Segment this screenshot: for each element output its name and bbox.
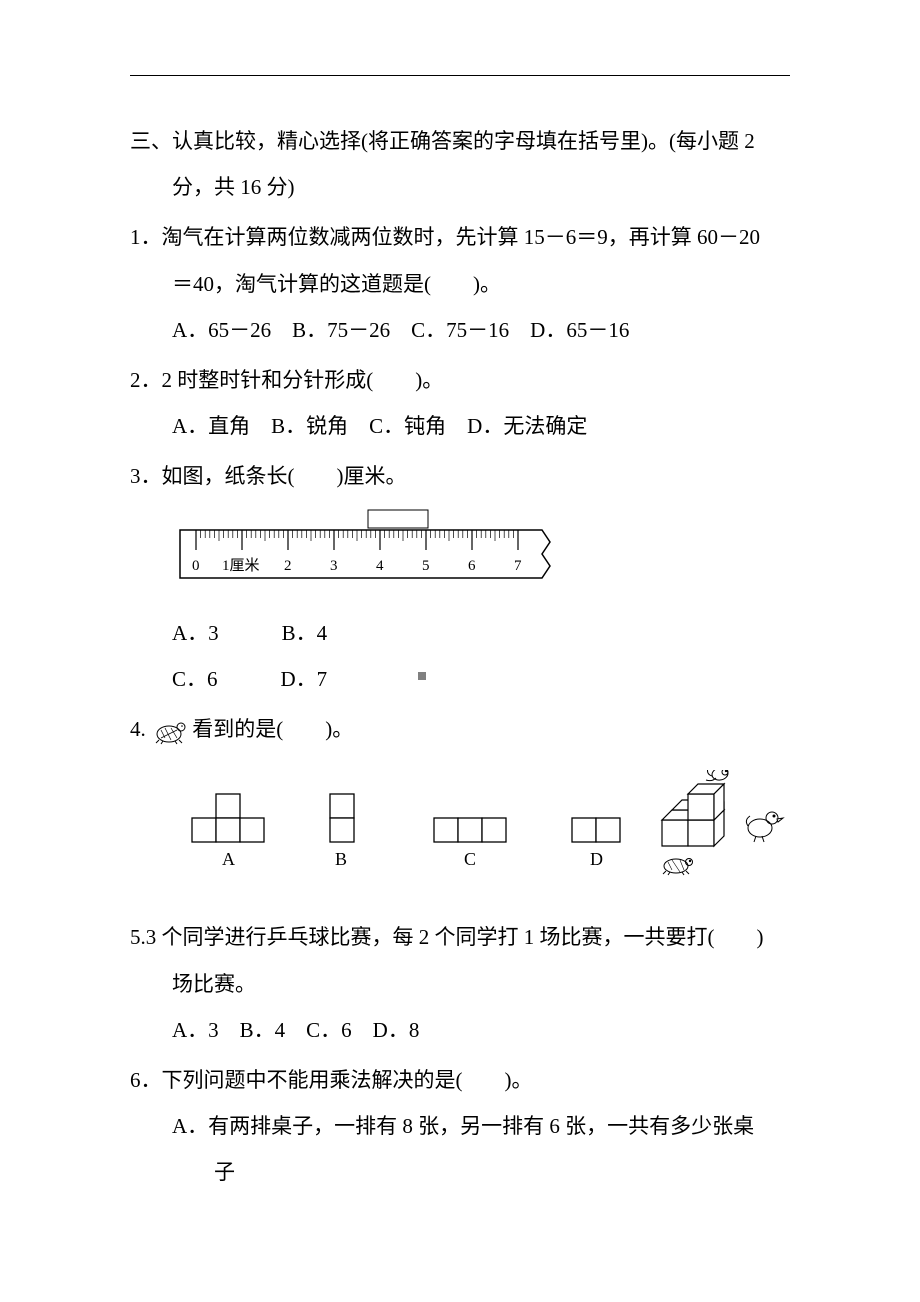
q5-line2: 场比赛。 [130, 961, 790, 1007]
svg-text:0: 0 [192, 558, 200, 574]
svg-text:1厘米: 1厘米 [222, 557, 260, 574]
svg-text:6: 6 [468, 558, 476, 574]
q3-line1: 3．如图，纸条长( )厘米。 [130, 453, 790, 499]
turtle-icon [151, 717, 187, 745]
svg-text:A: A [222, 849, 235, 869]
q4-suffix: 看到的是( )。 [192, 717, 353, 741]
page-marker-icon [418, 672, 426, 680]
q6-optA-1: A．有两排桌子，一排有 8 张，另一排有 6 张，一共有多少张桌 [130, 1103, 790, 1149]
ruler-svg: 0 1厘米 2 3 4 5 6 7 [172, 508, 552, 586]
svg-text:2: 2 [284, 558, 292, 574]
q1-line1: 1．淘气在计算两位数减两位数时，先计算 15－6＝9，再计算 60－20 [130, 214, 790, 260]
svg-text:3: 3 [330, 558, 338, 574]
q2-line1: 2．2 时整时针和分针形成( )。 [130, 357, 790, 403]
q6-line1: 6．下列问题中不能用乘法解决的是( )。 [130, 1057, 790, 1103]
svg-text:B: B [335, 849, 347, 869]
section-line2: 分，共 16 分) [130, 164, 790, 210]
q4-text: 4. 看到的是( )。 [130, 706, 790, 752]
ruler-figure: 0 1厘米 2 3 4 5 6 7 [172, 508, 790, 602]
question-2: 2．2 时整时针和分针形成( )。 A．直角 B．锐角 C．钝角 D．无法确定 [130, 357, 790, 449]
q3-options-2: C．6 D．7 [130, 656, 790, 702]
document-page: 三、认真比较，精心选择(将正确答案的字母填在括号里)。(每小题 2 分，共 16… [0, 0, 920, 1256]
question-5: 5.3 个同学进行乒乓球比赛，每 2 个同学打 1 场比赛，一共要打( ) 场比… [130, 914, 790, 1053]
q3-options-1: A．3 B．4 [130, 610, 790, 656]
svg-text:D: D [590, 849, 603, 869]
question-1: 1．淘气在计算两位数减两位数时，先计算 15－6＝9，再计算 60－20 ＝40… [130, 214, 790, 353]
question-3: 3．如图，纸条长( )厘米。 [130, 453, 790, 702]
section-heading: 三、认真比较，精心选择(将正确答案的字母填在括号里)。(每小题 2 分，共 16… [130, 118, 790, 210]
section-line1: 三、认真比较，精心选择(将正确答案的字母填在括号里)。(每小题 2 [130, 118, 790, 164]
header-rule [130, 75, 790, 76]
q5-options: A．3 B．4 C．6 D．8 [130, 1007, 790, 1053]
svg-text:C: C [464, 849, 476, 869]
question-4: 4. 看到的是( )。 [130, 706, 790, 904]
svg-text:5: 5 [422, 558, 430, 574]
q6-optA-2: 子 [130, 1149, 790, 1195]
question-6: 6．下列问题中不能用乘法解决的是( )。 A．有两排桌子，一排有 8 张，另一排… [130, 1057, 790, 1196]
q2-options: A．直角 B．锐角 C．钝角 D．无法确定 [130, 403, 790, 449]
q4-options-figure: A B C D [172, 770, 790, 904]
q1-options: A．65－26 B．75－26 C．75－16 D．65－16 [130, 307, 790, 353]
q4-prefix: 4. [130, 717, 146, 741]
svg-text:7: 7 [514, 558, 522, 574]
q1-line2: ＝40，淘气计算的这道题是( )。 [130, 261, 790, 307]
q5-line1: 5.3 个同学进行乒乓球比赛，每 2 个同学打 1 场比赛，一共要打( ) [130, 914, 790, 960]
svg-text:4: 4 [376, 558, 384, 574]
